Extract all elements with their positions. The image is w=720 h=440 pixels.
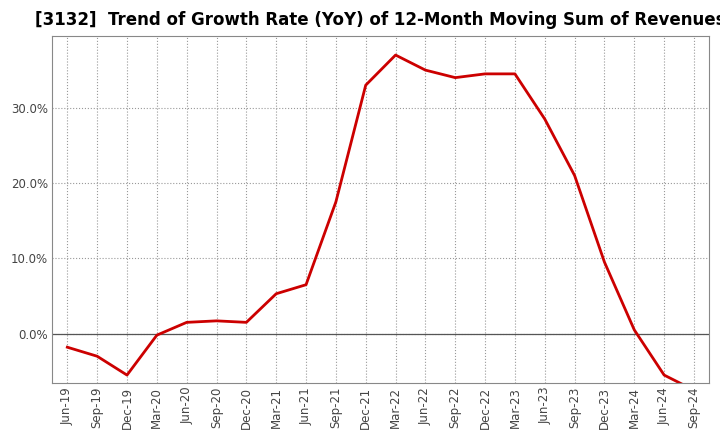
Title: [3132]  Trend of Growth Rate (YoY) of 12-Month Moving Sum of Revenues: [3132] Trend of Growth Rate (YoY) of 12-… [35, 11, 720, 29]
